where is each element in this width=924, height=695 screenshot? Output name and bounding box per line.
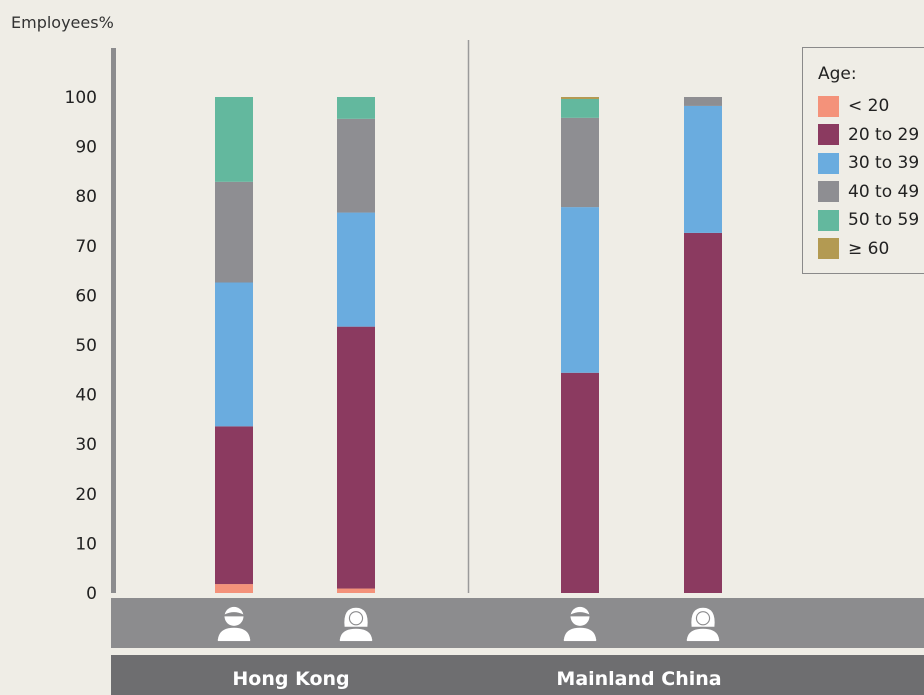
- male-person-icon: [215, 604, 253, 642]
- legend-label: 30 to 39: [848, 153, 920, 174]
- y-tick-label: 30: [75, 435, 97, 455]
- y-tick-label: 20: [75, 485, 97, 505]
- bar-segment: [561, 97, 599, 99]
- region-label-hong-kong: Hong Kong: [232, 668, 350, 690]
- icon-band: [111, 598, 924, 648]
- legend-items: < 20 20 to 29 30 to 39 40 to 49 50 to 59 ≥ 60: [818, 92, 924, 263]
- legend-item: ≥ 60: [818, 235, 924, 264]
- bar-segment: [215, 584, 253, 593]
- bar-segment: [561, 207, 599, 373]
- legend-label: < 20: [848, 96, 890, 117]
- y-tick-label: 40: [75, 386, 97, 406]
- legend-swatch: [818, 209, 839, 231]
- legend-item: 50 to 59: [818, 206, 924, 235]
- bar-segment: [215, 426, 253, 585]
- bar-segment: [337, 118, 375, 213]
- legend-item: 30 to 39: [818, 149, 924, 178]
- legend-label: 20 to 29: [848, 124, 920, 145]
- legend-label: ≥ 60: [848, 238, 890, 259]
- y-tick-label: 50: [75, 336, 97, 356]
- bar-segment: [561, 117, 599, 208]
- legend-swatch: [818, 95, 839, 117]
- y-axis-title: Employees%: [11, 13, 114, 32]
- legend-swatch: [818, 238, 839, 260]
- legend-item: 40 to 49: [818, 178, 924, 207]
- y-tick-label: 10: [75, 534, 97, 554]
- bar-segment: [337, 588, 375, 593]
- legend-swatch: [818, 152, 839, 174]
- bar-segment: [561, 98, 599, 118]
- bar-segment: [337, 97, 375, 119]
- y-tick-label: 70: [75, 237, 97, 257]
- bar-segment: [561, 372, 599, 593]
- legend-item: 20 to 29: [818, 121, 924, 150]
- legend-label: 40 to 49: [848, 181, 920, 202]
- female-person-icon: [337, 604, 375, 642]
- y-axis-line: [111, 48, 116, 593]
- y-tick-label: 90: [75, 138, 97, 158]
- legend-swatch: [818, 124, 839, 146]
- region-band: Hong Kong Mainland China: [111, 655, 924, 695]
- legend: Age: < 20 20 to 29 30 to 39 40 to 49 50 to 5…: [802, 47, 924, 274]
- y-tick-label: 80: [75, 187, 97, 207]
- bar-segment: [684, 97, 722, 106]
- bar-segment: [684, 232, 722, 594]
- bar-segment: [684, 105, 722, 233]
- y-tick-label: 0: [86, 584, 97, 600]
- legend-label: 50 to 59: [848, 210, 920, 231]
- region-label-mainland-china: Mainland China: [556, 668, 722, 690]
- y-tick-label: 60: [75, 286, 97, 306]
- legend-item: < 20: [818, 92, 924, 121]
- bar-segment: [215, 282, 253, 427]
- male-person-icon: [561, 604, 599, 642]
- bar-segment: [337, 212, 375, 327]
- legend-swatch: [818, 181, 839, 203]
- bar-segment: [215, 181, 253, 283]
- legend-title: Age:: [818, 64, 857, 84]
- stacked-bar-chart: 0 10 20 30 40 50 60 70 80 90 100: [65, 40, 722, 600]
- bar-segment: [337, 326, 375, 589]
- female-person-icon: [684, 604, 722, 642]
- y-tick-label: 100: [65, 88, 97, 108]
- bar-segment: [215, 97, 253, 182]
